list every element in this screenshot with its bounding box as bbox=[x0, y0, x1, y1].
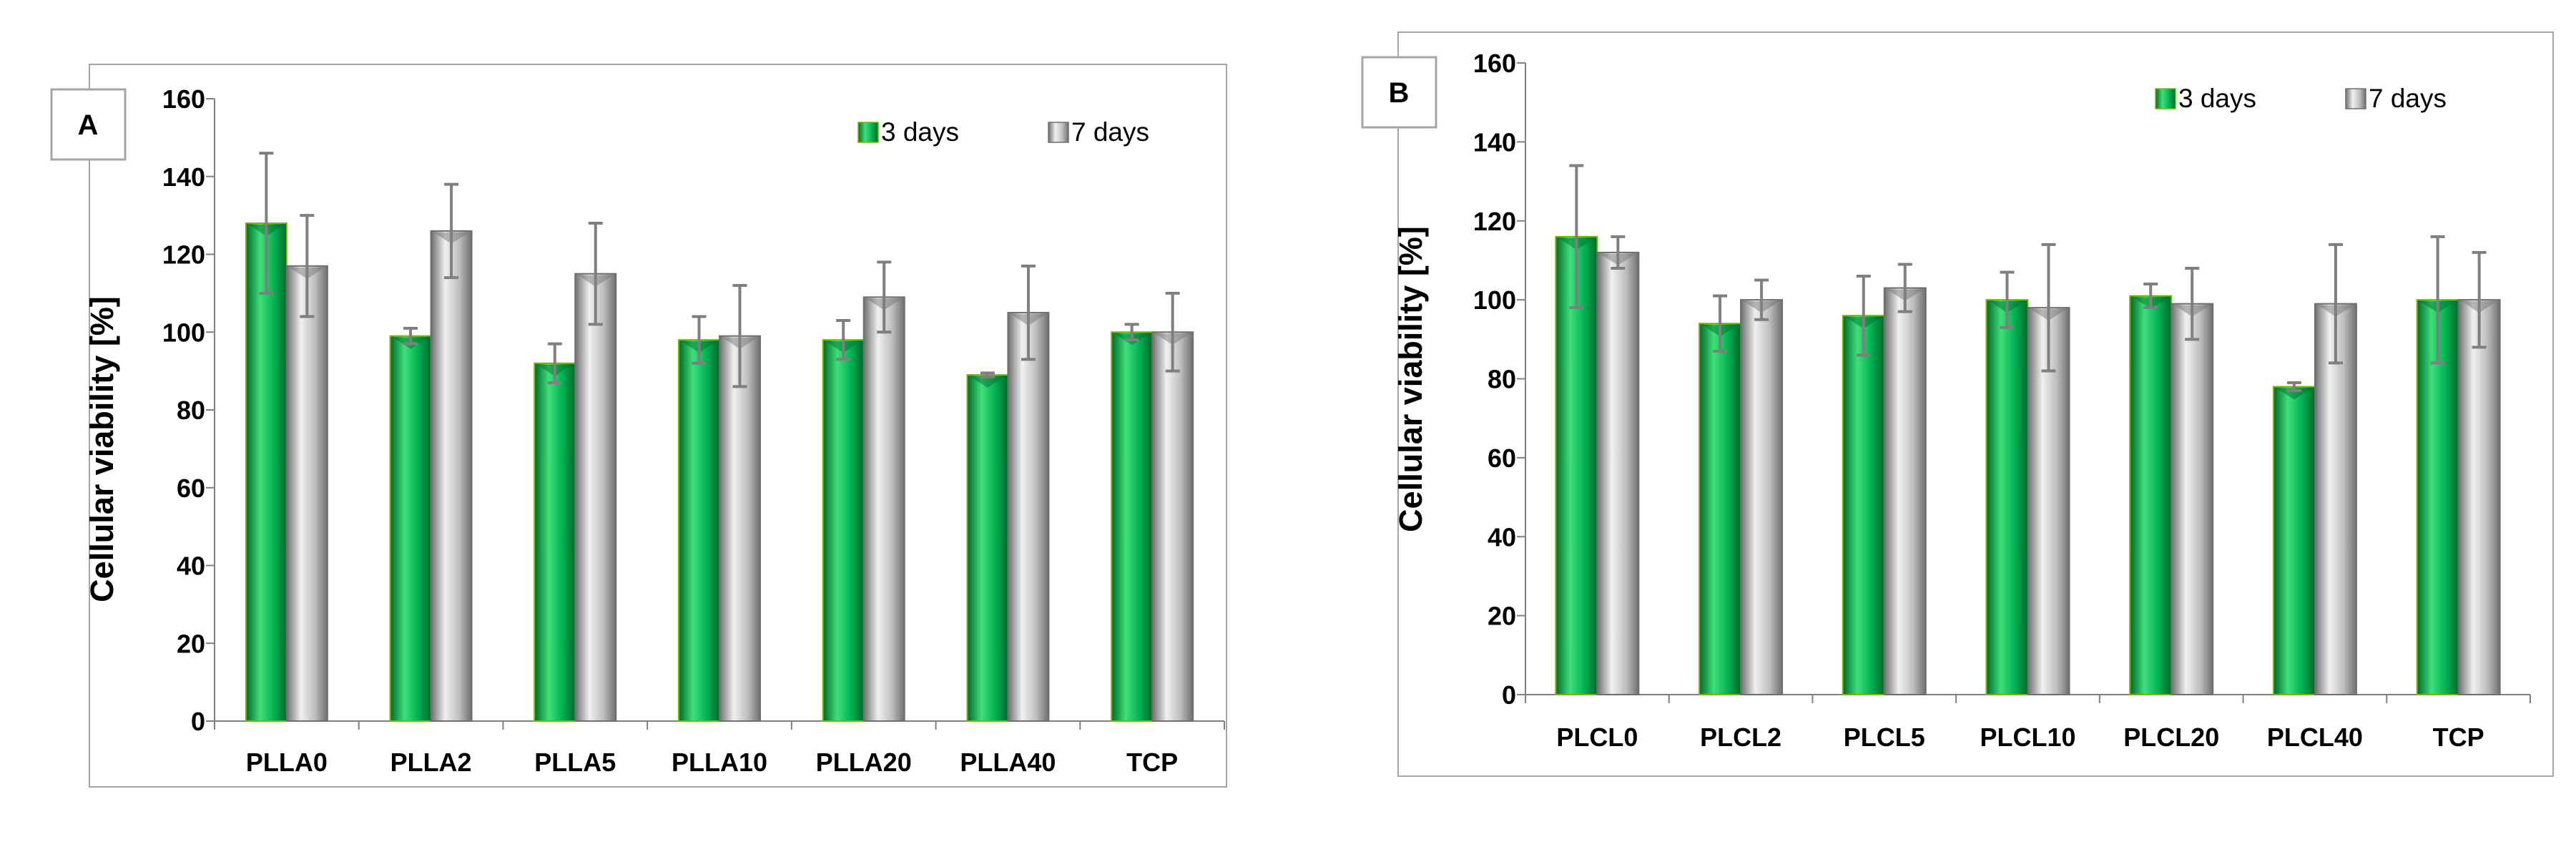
x-tick-label: PLLA0 bbox=[246, 748, 328, 777]
panel-label-box bbox=[1361, 56, 1437, 129]
legend: 3 days 7 days bbox=[857, 117, 1149, 147]
y-tick-label: 80 bbox=[177, 396, 205, 425]
x-tick-label: PLCL2 bbox=[1700, 723, 1781, 752]
x-tick-label: PLCL20 bbox=[2123, 723, 2219, 752]
legend: 3 days 7 days bbox=[2155, 84, 2447, 113]
legend-swatch bbox=[2345, 88, 2366, 109]
bar-3-days bbox=[1699, 323, 1742, 695]
axes: 0 20 40 60 80 100 120 140 160 PLCL0 PLCL2 PLCL5 PLCL… bbox=[1473, 49, 2531, 752]
y-tick-label: 0 bbox=[191, 707, 205, 736]
bar-7-days bbox=[1007, 312, 1050, 722]
error-bars bbox=[1569, 164, 2487, 393]
bar-7-days bbox=[1740, 299, 1784, 695]
x-tick-label: PLLA5 bbox=[534, 748, 616, 777]
x-tick-label: PLCL5 bbox=[1844, 723, 1925, 752]
bar-3-days bbox=[678, 339, 720, 722]
x-tick-label: TCP bbox=[2433, 723, 2484, 752]
y-tick-label: 120 bbox=[162, 240, 205, 270]
y-tick-label: 140 bbox=[162, 162, 205, 192]
panel-label-box bbox=[50, 88, 127, 161]
bar-bevel bbox=[2276, 388, 2312, 400]
bar-7-days bbox=[285, 265, 328, 722]
y-tick-label: 40 bbox=[1488, 522, 1516, 552]
bar-3-days bbox=[534, 362, 576, 722]
bars bbox=[245, 222, 1194, 722]
legend-swatch bbox=[2155, 88, 2176, 109]
bars bbox=[1555, 235, 2501, 696]
x-tick-label: PLCL40 bbox=[2267, 723, 2363, 752]
bar-3-days bbox=[1842, 315, 1885, 695]
y-tick-label: 160 bbox=[162, 84, 205, 114]
x-tick-label: PLCL10 bbox=[1980, 723, 2075, 752]
bar-bevel bbox=[970, 376, 1006, 388]
x-tick-label: TCP bbox=[1126, 748, 1178, 777]
y-tick-label: 140 bbox=[1473, 127, 1516, 157]
y-tick-label: 60 bbox=[1488, 444, 1516, 473]
x-tick-label: PLLA10 bbox=[672, 748, 767, 777]
x-tick-label: PLCL0 bbox=[1556, 723, 1638, 752]
y-tick-label: 0 bbox=[1502, 680, 1516, 710]
chart-panel-b: B Cellular viability [%] 0 20 40 60 80 100 120… bbox=[1361, 31, 2554, 777]
bar-3-days bbox=[2272, 386, 2316, 695]
y-tick-label: 120 bbox=[1473, 207, 1516, 236]
legend-swatch bbox=[857, 122, 879, 143]
legend-label: 7 days bbox=[1071, 117, 1149, 147]
bar-7-days bbox=[719, 335, 761, 722]
bar-3-days bbox=[822, 339, 865, 722]
bar-3-days bbox=[1555, 235, 1598, 695]
x-tick-label: PLLA2 bbox=[390, 748, 472, 777]
legend-label: 3 days bbox=[881, 117, 959, 147]
bar-3-days bbox=[2129, 295, 2173, 695]
bar-7-days bbox=[1596, 251, 1640, 695]
legend-label: 7 days bbox=[2369, 84, 2447, 113]
y-axis-label: Cellular viability [%] bbox=[1392, 226, 1429, 532]
panel-label: A bbox=[78, 109, 99, 141]
x-tick-label: PLLA40 bbox=[960, 748, 1056, 777]
y-tick-label: 160 bbox=[1473, 49, 1516, 78]
y-tick-label: 20 bbox=[177, 629, 205, 658]
chart-panel-a: A Cellular viability [%] 0 20 40 60 80 100 120… bbox=[50, 64, 1227, 788]
bar-7-days bbox=[862, 296, 905, 722]
error-bars bbox=[259, 152, 1180, 388]
x-tick-label: PLLA20 bbox=[816, 748, 912, 777]
bar-3-days bbox=[1111, 331, 1154, 722]
y-tick-label: 20 bbox=[1488, 602, 1516, 631]
panel-label: B bbox=[1389, 77, 1410, 109]
bar-7-days bbox=[2457, 299, 2501, 695]
y-axis-label: Cellular viability [%] bbox=[84, 296, 120, 602]
bar-7-days bbox=[1151, 331, 1194, 722]
bar-3-days bbox=[245, 222, 287, 722]
y-tick-label: 40 bbox=[177, 552, 205, 581]
y-tick-label: 100 bbox=[1473, 285, 1516, 315]
bar-7-days bbox=[2171, 303, 2214, 695]
y-tick-label: 80 bbox=[1488, 365, 1516, 394]
bar-3-days bbox=[389, 335, 432, 722]
y-tick-label: 60 bbox=[177, 474, 205, 503]
bar-3-days bbox=[966, 374, 1009, 722]
y-tick-label: 100 bbox=[162, 318, 205, 347]
bar-3-days bbox=[1985, 299, 2029, 695]
bar-7-days bbox=[574, 273, 617, 722]
legend-label: 3 days bbox=[2178, 84, 2256, 113]
legend-swatch bbox=[1048, 122, 1069, 143]
bar-7-days bbox=[1883, 287, 1927, 696]
bar-7-days bbox=[430, 230, 473, 722]
bar-3-days bbox=[2416, 299, 2459, 695]
